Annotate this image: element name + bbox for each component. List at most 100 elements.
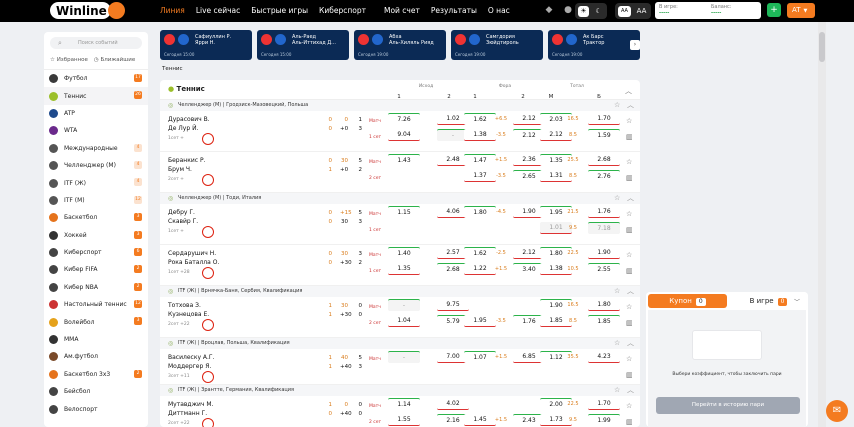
odd-button[interactable]: 1.35 (540, 154, 572, 166)
nearest-filter[interactable]: ◷ Ближайшие (94, 57, 135, 63)
star-icon[interactable]: ☆ (626, 251, 633, 259)
sidebar-item[interactable]: WTA (44, 122, 148, 139)
odd-button[interactable]: 1.80 (540, 247, 572, 259)
odd-button[interactable]: 1.76 (588, 206, 620, 218)
tab-coupon[interactable]: Купон 0 (648, 294, 727, 308)
star-icon[interactable]: ☆ (626, 402, 633, 410)
odd-button[interactable]: 1.14 (388, 398, 420, 410)
sidebar-item[interactable]: ATP (44, 105, 148, 122)
odd-button[interactable]: 1.80 (588, 299, 620, 311)
player-2-name[interactable]: Скавйр Г. (168, 218, 199, 225)
odd-button[interactable]: 1.40 (388, 247, 420, 259)
odd-button[interactable]: - (437, 129, 469, 141)
sidebar-item[interactable]: Челленджер (М) 4 (44, 157, 148, 174)
league-header[interactable]: ◎ Челленджер (М) | Тоди, Италия ☆ ︿ (160, 193, 640, 204)
font-small-button[interactable]: AA (618, 5, 631, 17)
font-big-button[interactable]: AA (636, 6, 647, 15)
match-row[interactable]: Дурасович В. Де Лур Й. 0 0 0 +0 1 3 1сет + Матч 1 … (160, 111, 640, 152)
sidebar-item[interactable]: Футбол 17 (44, 70, 148, 87)
nav-fast-games[interactable]: Быстрые игры (251, 6, 309, 15)
odd-button[interactable]: 2.57 (437, 247, 469, 259)
stats-chart-icon[interactable]: ▥ (626, 174, 633, 182)
odd-button[interactable]: 7.18 (588, 222, 620, 234)
user-menu-button[interactable]: AT ▼ (787, 3, 815, 18)
odd-button[interactable]: 1.12 (540, 351, 572, 363)
odd-button[interactable]: 1.90 (588, 247, 620, 259)
odd-button[interactable]: 1.70 (588, 113, 620, 125)
odd-button[interactable]: 2.12 (540, 129, 572, 141)
sidebar-item[interactable]: Кибер NBA 2 (44, 279, 148, 296)
odd-button[interactable]: 1.01 (540, 222, 572, 234)
odd-button[interactable]: 9.04 (388, 129, 420, 141)
top-event-card[interactable]: Аль-Раед Аль-Иттихад Д... Сегодня 15:00 (257, 30, 349, 60)
sun-icon[interactable]: ☀ (578, 5, 589, 17)
odd-button[interactable]: 4.23 (588, 351, 620, 363)
player-2-name[interactable]: Моддергер Я. (168, 363, 212, 370)
sidebar-item[interactable]: Настольный теннис 12 (44, 296, 148, 313)
odd-button[interactable]: 4.02 (437, 398, 469, 410)
sidebar-item[interactable]: Кибер FIFA 2 (44, 261, 148, 278)
star-icon[interactable]: ☆ (626, 117, 633, 125)
odd-button[interactable]: - (388, 299, 420, 311)
odd-button[interactable]: 1.80 (464, 206, 496, 218)
sidebar-item[interactable]: Теннис 26 (44, 87, 148, 105)
star-icon[interactable]: ☆ (626, 210, 633, 218)
sidebar-item[interactable]: Волейбол 3 (44, 313, 148, 330)
odd-button[interactable]: 1.95 (540, 206, 572, 218)
sidebar-item[interactable]: ITF (M) 12 (44, 192, 148, 209)
odd-button[interactable]: 2.12 (513, 113, 545, 125)
match-row[interactable]: Беранкис Р. Брум Ч. 0 1 30 +0 5 2 2сет + Матч 2 се… (160, 152, 640, 193)
sidebar-item[interactable]: Киберспорт 6 (44, 244, 148, 261)
odd-button[interactable]: 2.68 (437, 263, 469, 275)
android-icon[interactable]: ◆ (545, 5, 553, 15)
odd-button[interactable]: 1.43 (388, 154, 420, 166)
odd-button[interactable]: 1.85 (588, 315, 620, 327)
top-event-card[interactable]: Сафиуллин Р. Ярри Н. Сегодня 15:00 (160, 30, 252, 60)
nav-account[interactable]: Мой счет (383, 6, 420, 15)
odd-button[interactable]: 1.85 (540, 315, 572, 327)
sidebar-item[interactable]: Хоккей 3 (44, 227, 148, 244)
brand-logo[interactable]: Winline (50, 2, 125, 19)
odd-button[interactable]: 1.37 (464, 170, 496, 182)
odd-button[interactable]: 1.45 (464, 414, 496, 426)
sidebar-item[interactable]: ITF (Ж) 4 (44, 174, 148, 191)
odd-button[interactable]: 1.31 (540, 170, 572, 182)
odd-button[interactable]: 1.99 (588, 414, 620, 426)
player-2-name[interactable]: Де Лур Й. (168, 125, 199, 132)
odd-button[interactable]: 1.02 (437, 113, 469, 125)
odd-button[interactable]: 2.43 (513, 414, 545, 426)
chevron-up-icon[interactable]: ︿ (627, 386, 634, 394)
odd-button[interactable]: 1.62 (464, 247, 496, 259)
collapse-icon[interactable]: ︿ (625, 87, 632, 95)
odd-button[interactable]: 1.90 (513, 206, 545, 218)
sidebar-item[interactable]: Велоспорт (44, 400, 148, 417)
odd-button[interactable]: 1.76 (513, 315, 545, 327)
player-1-name[interactable]: Дурасович В. (168, 116, 210, 123)
player-1-name[interactable]: Сердарушич Н. (168, 250, 217, 257)
odd-button[interactable]: 2.36 (513, 154, 545, 166)
odd-button[interactable]: 1.15 (388, 206, 420, 218)
apple-icon[interactable]: ● (564, 5, 572, 15)
league-header[interactable]: ◎ ITF (Ж) | Вроцлав, Польша, Квалификация… (160, 338, 640, 349)
player-1-name[interactable]: Василеску А.Г. (168, 354, 215, 361)
odd-button[interactable]: 1.38 (464, 129, 496, 141)
odd-button[interactable]: 2.65 (513, 170, 545, 182)
odd-button[interactable]: 2.76 (588, 170, 620, 182)
favorites-filter[interactable]: ☆ Избранное (50, 57, 88, 63)
top-event-card[interactable]: Абха Аль-Хиляль Рияд Сегодня 19:00 (354, 30, 446, 60)
stats-chart-icon[interactable]: ▥ (626, 133, 633, 141)
odd-button[interactable]: 7.00 (437, 351, 469, 363)
odd-button[interactable]: 2.68 (588, 154, 620, 166)
chevron-up-icon[interactable]: ︿ (627, 287, 634, 295)
odd-button[interactable]: - (388, 351, 420, 363)
odd-button[interactable]: 7.26 (388, 113, 420, 125)
star-icon[interactable]: ☆ (614, 386, 621, 394)
sidebar-item[interactable]: Ам.футбол (44, 348, 148, 365)
chevron-up-icon[interactable]: ︿ (627, 194, 634, 202)
tab-in-game[interactable]: В игре 0 (729, 292, 808, 310)
odd-button[interactable]: 1.04 (388, 315, 420, 327)
player-2-name[interactable]: Рока Баталла О. (168, 259, 220, 266)
star-icon[interactable]: ☆ (614, 194, 621, 202)
star-icon[interactable]: ☆ (626, 158, 633, 166)
odd-button[interactable]: 1.73 (540, 414, 572, 426)
